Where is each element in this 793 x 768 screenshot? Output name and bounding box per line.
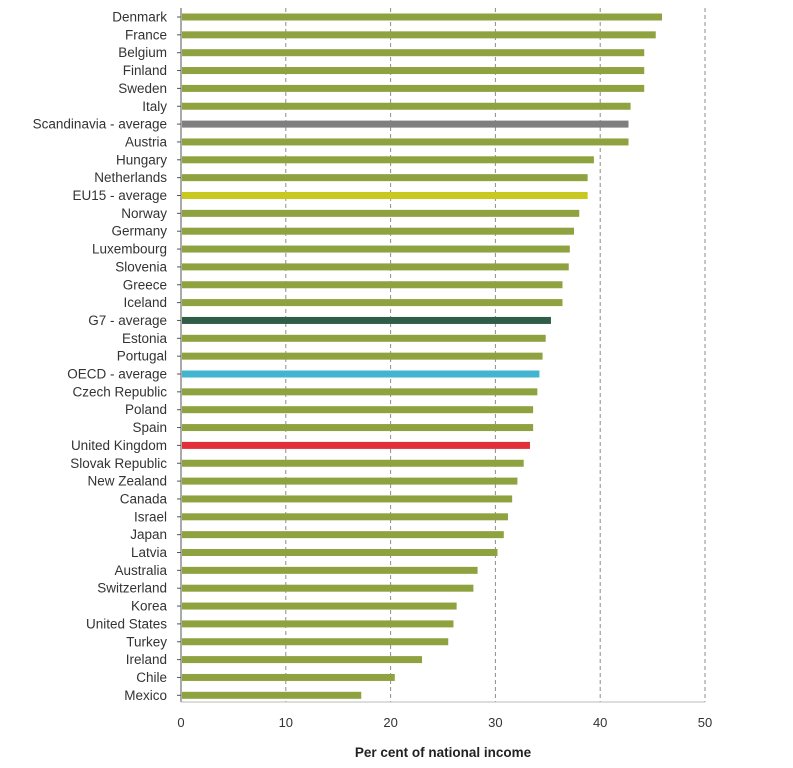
bar (182, 245, 570, 253)
bar (182, 84, 645, 92)
category-label: EU15 - average (72, 188, 167, 203)
category-label: Sweden (118, 81, 167, 96)
category-label: Austria (125, 134, 168, 149)
category-label: United Kingdom (71, 438, 167, 453)
bar (182, 209, 580, 217)
bar (182, 638, 449, 646)
bar (182, 263, 569, 271)
bar (182, 138, 629, 146)
category-label: Turkey (126, 634, 167, 649)
bar (182, 31, 656, 39)
bar (182, 334, 546, 342)
bar (182, 566, 478, 574)
bars (182, 13, 663, 699)
bar (182, 495, 513, 503)
category-label: Denmark (112, 10, 167, 25)
bar (182, 192, 588, 199)
x-axis: 0 10 20 30 40 50 (177, 8, 712, 730)
bar (182, 370, 540, 378)
category-label: Mexico (124, 688, 167, 703)
category-label: Korea (131, 599, 168, 614)
category-label: Ireland (126, 652, 167, 667)
bar (182, 584, 474, 592)
category-label: Slovenia (115, 259, 167, 274)
category-label: Finland (123, 63, 167, 78)
bar (182, 67, 645, 75)
bar (182, 316, 551, 324)
bar (182, 513, 508, 521)
category-label: Norway (121, 206, 167, 221)
category-label: Scandinavia - average (33, 117, 167, 132)
x-tick-label: 10 (279, 715, 293, 730)
x-tick-label: 50 (698, 715, 712, 730)
bar (182, 281, 563, 289)
category-label: Slovak Republic (70, 456, 167, 471)
bar (182, 691, 362, 699)
category-label: OECD - average (67, 367, 167, 382)
category-label: Iceland (123, 295, 167, 310)
x-tick-label: 20 (383, 715, 397, 730)
bar (182, 13, 663, 21)
bar (182, 656, 423, 664)
category-labels: Denmark France Belgium Finland Sweden Italy Sc… (33, 10, 168, 703)
bar (182, 602, 457, 610)
bar (182, 388, 538, 396)
category-label: Netherlands (94, 170, 167, 185)
bar (182, 352, 543, 360)
bar (182, 299, 563, 307)
category-label: Japan (130, 527, 167, 542)
category-label: Greece (123, 277, 167, 292)
category-label: Luxembourg (92, 242, 167, 257)
category-label: France (125, 27, 167, 42)
category-label: Latvia (131, 545, 168, 560)
category-label: G7 - average (88, 313, 167, 328)
bar (182, 424, 534, 432)
bar (182, 673, 395, 681)
x-tick-label: 40 (593, 715, 607, 730)
bar (182, 620, 454, 628)
category-label: Czech Republic (72, 384, 167, 399)
bar (182, 549, 498, 556)
bar (182, 49, 645, 57)
bar (182, 441, 530, 449)
category-label: Australia (114, 563, 167, 578)
x-tick-label: 30 (488, 715, 502, 730)
category-label: Spain (132, 420, 167, 435)
category-label: Estonia (122, 331, 168, 346)
bar (182, 531, 504, 539)
bar (182, 120, 629, 128)
bar (182, 174, 588, 182)
x-axis-title: Per cent of national income (355, 745, 532, 760)
bar (182, 227, 574, 235)
category-label: Switzerland (97, 581, 167, 596)
x-tick-label: 0 (177, 715, 184, 730)
category-label: Hungary (116, 152, 167, 167)
bar (182, 477, 518, 485)
category-label: United States (86, 616, 167, 631)
category-label: Canada (120, 491, 168, 506)
bar (182, 102, 631, 110)
category-label: Israel (134, 509, 167, 524)
category-label: Germany (111, 224, 167, 239)
category-label: Chile (136, 670, 167, 685)
category-label: Poland (125, 402, 167, 417)
bar (182, 156, 594, 164)
bar (182, 406, 534, 414)
category-label: New Zealand (87, 474, 167, 489)
category-label: Italy (142, 99, 167, 114)
category-label: Belgium (118, 45, 167, 60)
bar (182, 459, 524, 467)
category-label: Portugal (117, 349, 167, 364)
